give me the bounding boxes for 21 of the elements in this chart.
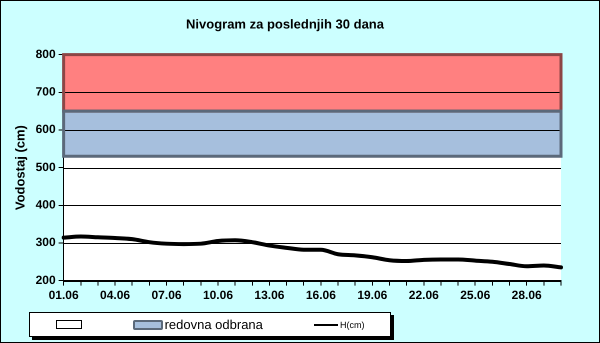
x-tick-label: 04.06 — [100, 288, 130, 302]
legend-label: H(cm) — [340, 320, 364, 330]
y-tick-label: 800 — [36, 46, 56, 61]
x-tick-label: 13.06 — [254, 288, 285, 302]
y-tick-label: 500 — [36, 160, 56, 174]
y-tick-label: 600 — [36, 122, 56, 136]
x-tick-label: 25.06 — [460, 288, 491, 302]
x-tick-label: 01.06 — [48, 288, 79, 302]
x-tick-label: 10.06 — [202, 288, 234, 302]
x-tick-label: 07.06 — [152, 288, 182, 302]
legend-label: redovna odbrana — [164, 317, 263, 332]
x-tick-label: 28.06 — [512, 288, 542, 302]
y-tick-label: 200 — [36, 272, 56, 287]
y-tick-label: 700 — [36, 84, 56, 99]
chart-title: Nivogram za poslednjih 30 dana — [186, 16, 385, 32]
x-tick-label: 22.06 — [408, 288, 440, 302]
y-tick-label: 300 — [36, 235, 56, 250]
x-tick-label: 16.06 — [306, 288, 336, 302]
x-tick-label: 19.06 — [357, 288, 388, 302]
y-axis-title: Vodostaj (cm) — [12, 125, 28, 210]
y-tick-label: 400 — [36, 198, 56, 212]
